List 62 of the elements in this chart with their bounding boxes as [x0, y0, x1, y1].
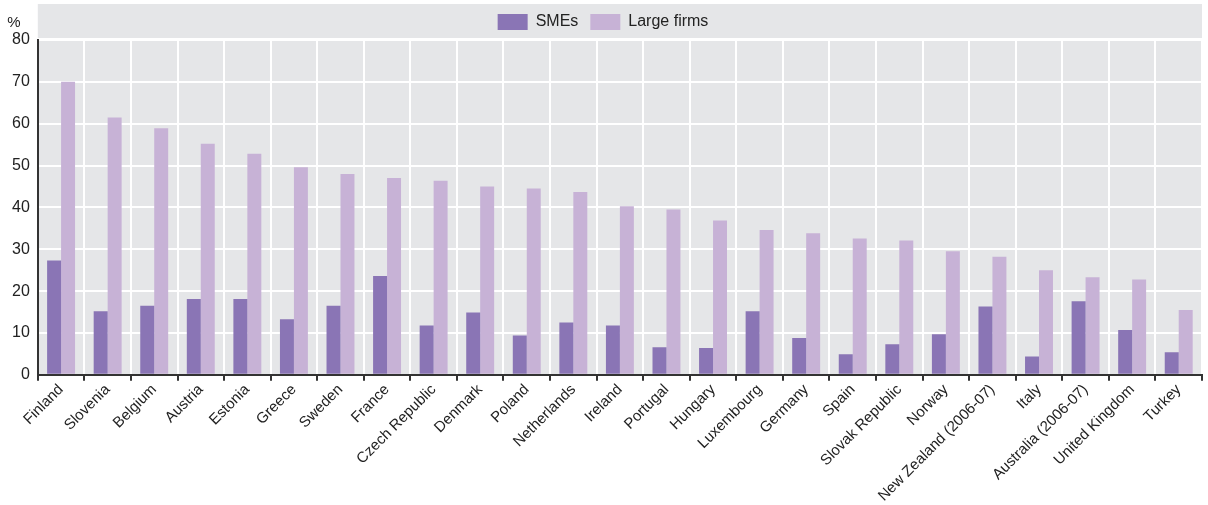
- bar: [666, 209, 681, 374]
- bar: [47, 260, 62, 374]
- y-axis-title: %: [7, 12, 21, 30]
- bar: [293, 167, 308, 374]
- y-tick-label: 10: [12, 323, 30, 341]
- bar: [978, 306, 993, 374]
- bar: [1118, 330, 1133, 374]
- bar: [699, 348, 714, 374]
- bar: [526, 188, 541, 374]
- bar: [186, 299, 201, 374]
- y-tick-label: 60: [12, 114, 30, 132]
- bar: [573, 191, 588, 374]
- bar: [806, 233, 821, 374]
- bar: [1039, 270, 1053, 374]
- legend-label: SMEs: [535, 12, 579, 30]
- y-tick-label: 50: [12, 155, 30, 173]
- bar: [945, 251, 960, 374]
- bar: [480, 186, 495, 374]
- y-tick-label: 70: [12, 72, 30, 90]
- bar: [140, 305, 155, 374]
- y-tick-label: 20: [12, 281, 30, 299]
- bar: [279, 319, 294, 374]
- bar: [1178, 309, 1193, 374]
- bar: [931, 334, 946, 374]
- y-tick-label: 30: [12, 239, 30, 257]
- bar: [326, 305, 341, 374]
- bar: [619, 206, 634, 374]
- bar: [899, 240, 914, 374]
- bar: [93, 311, 108, 374]
- bar: [433, 180, 448, 374]
- bar: [605, 325, 620, 374]
- bar: [838, 354, 853, 374]
- bar: [512, 335, 527, 374]
- bar: [154, 128, 169, 374]
- bar: [61, 81, 76, 374]
- bar: [992, 256, 1007, 374]
- bar: [387, 178, 402, 374]
- bar: [200, 143, 215, 374]
- bar: [107, 117, 122, 374]
- bar: [713, 220, 728, 374]
- bar: [759, 230, 774, 374]
- bar: [852, 238, 867, 374]
- bar: [419, 325, 434, 374]
- bar: [745, 311, 760, 374]
- legend-label: Large firms: [628, 12, 709, 30]
- bar: [340, 173, 355, 374]
- bar: [1164, 352, 1179, 374]
- bar: [559, 322, 574, 374]
- y-tick-label: 80: [12, 30, 30, 48]
- bar: [247, 153, 262, 374]
- bar: [652, 347, 667, 374]
- bar: [1085, 277, 1100, 374]
- bar: [233, 299, 248, 374]
- bar: [1071, 301, 1086, 374]
- bar: [1132, 279, 1147, 374]
- bar: [373, 276, 388, 374]
- y-tick-label: 40: [12, 197, 30, 215]
- y-tick-label: 0: [20, 365, 30, 383]
- bar: [466, 312, 481, 374]
- bar: [885, 344, 900, 374]
- bar: [1025, 356, 1040, 374]
- bar: [792, 338, 807, 374]
